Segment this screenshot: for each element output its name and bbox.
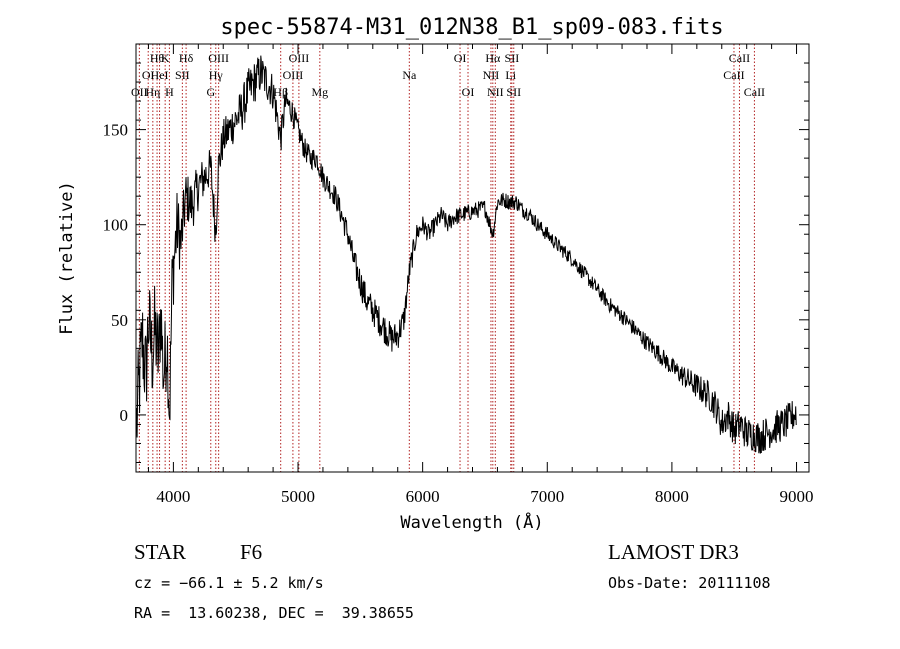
line-label-9-0: G <box>206 85 215 99</box>
object-class: STAR <box>134 540 186 564</box>
spectral-line-labels: OIIOIHηHθHeIKHSIIHδGHγOIIIHβOIIIOIIIMgNa… <box>131 51 765 99</box>
spectrum-line <box>136 55 797 454</box>
x-tick-label-0: 4000 <box>156 487 190 506</box>
y-tick-label-3: 150 <box>103 121 129 140</box>
x-tick-label-5: 9000 <box>780 487 814 506</box>
y-tick-label-0: 0 <box>120 406 129 425</box>
line-label-13-0: OIII <box>283 68 304 82</box>
line-label-19-0: NII <box>483 68 500 82</box>
line-label-10-0: Hγ <box>209 68 224 82</box>
line-label-22-0: Li <box>505 68 516 82</box>
line-label-27-0: CaII <box>744 85 765 99</box>
line-label-2-0: Hη <box>145 85 160 99</box>
line-label-7-0: SII <box>175 68 190 82</box>
y-axis-ticks: 0 50 100 150 <box>103 62 809 463</box>
x-axis-label: Wavelength (Å) <box>400 511 543 533</box>
line-label-1-0: OI <box>142 68 155 82</box>
line-label-5-0: K <box>161 51 170 65</box>
line-label-23-0: SII <box>505 51 520 65</box>
line-label-15-0: Mg <box>311 85 328 99</box>
line-label-25-0: CaII <box>723 68 744 82</box>
line-label-24-0: SII <box>506 85 521 99</box>
line-label-11-0: OIII <box>208 51 229 65</box>
object-subclass: F6 <box>240 540 263 564</box>
line-label-3-0: Hθ <box>150 51 165 65</box>
line-label-21-0: NII <box>487 85 504 99</box>
y-tick-label-2: 100 <box>103 216 129 235</box>
line-label-14-0: OIII <box>289 51 310 65</box>
line-label-6-0: H <box>165 85 174 99</box>
line-label-0-0: OII <box>131 85 148 99</box>
line-label-17-0: OI <box>454 51 467 65</box>
line-label-16-0: Na <box>402 68 417 82</box>
observation-date: Obs-Date: 20111108 <box>608 574 771 592</box>
y-tick-label-1: 50 <box>111 311 128 330</box>
line-label-20-0: Hα <box>485 51 501 65</box>
chart-title: spec-55874-M31_012N38_B1_sp09-083.fits <box>220 15 723 40</box>
x-tick-label-1: 5000 <box>281 487 315 506</box>
line-label-26-0: CaII <box>729 51 750 65</box>
x-tick-label-3: 7000 <box>530 487 564 506</box>
line-label-4-0: HeI <box>151 68 169 82</box>
redshift-velocity: cz = −66.1 ± 5.2 km/s <box>134 574 324 592</box>
spectral-line-markers <box>138 44 755 472</box>
x-tick-label-2: 6000 <box>406 487 440 506</box>
survey-name: LAMOST DR3 <box>608 540 739 564</box>
y-axis-label: Flux (relative) <box>57 181 77 335</box>
x-tick-label-4: 8000 <box>655 487 689 506</box>
x-axis-ticks: 4000 5000 6000 7000 8000 9000 <box>147 44 814 506</box>
line-label-8-0: Hδ <box>179 51 194 65</box>
coordinates: RA = 13.60238, DEC = 39.38655 <box>134 604 414 622</box>
line-label-18-0: OI <box>462 85 475 99</box>
plot-frame <box>135 43 810 473</box>
